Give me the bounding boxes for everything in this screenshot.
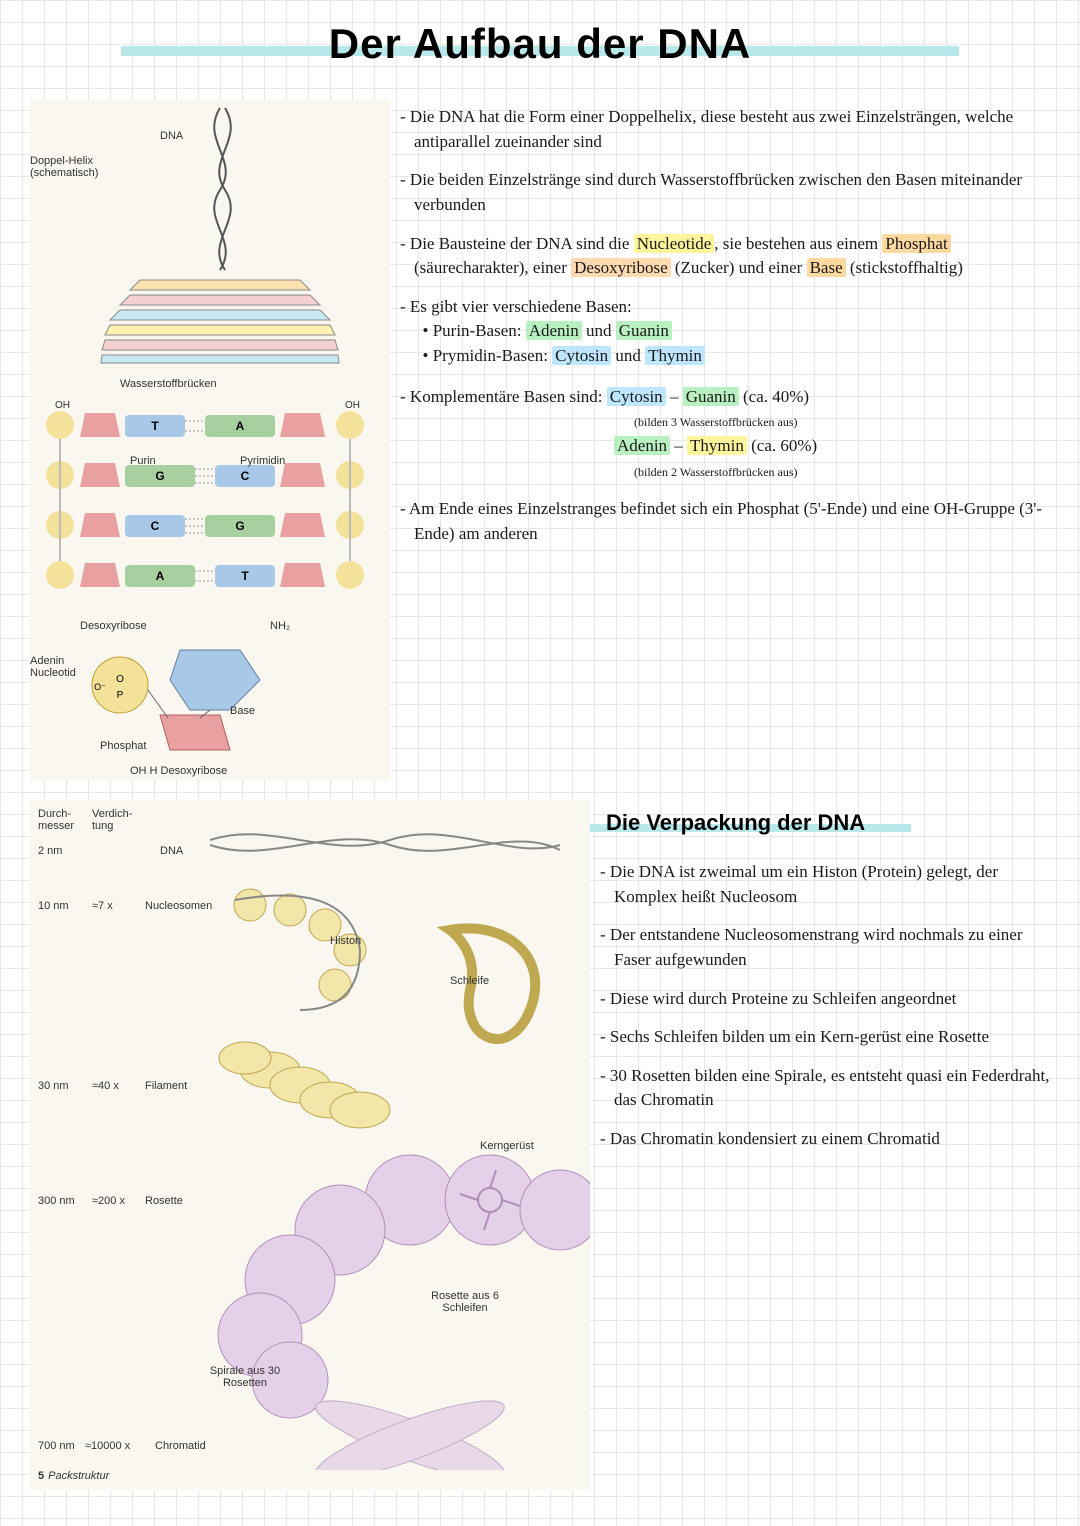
- note1-p5-sub2: (bilden 2 Wasserstoffbrücken aus): [634, 465, 798, 479]
- svg-text:T: T: [241, 569, 249, 583]
- svg-text:C: C: [241, 469, 250, 483]
- svg-text:A: A: [156, 569, 165, 583]
- figure-dna-structure: DNA Doppel-Helix (schematisch) Wassersto…: [30, 100, 390, 780]
- hl-guanin: Guanin: [616, 321, 672, 340]
- note1-p5: - Komplementäre Basen sind: Cytosin – Gu…: [400, 385, 1050, 484]
- figtitle: Packstruktur: [48, 1470, 109, 1482]
- dna-helix-schematic: [100, 100, 340, 370]
- note1-p3: - Die Bausteine der DNA sind die Nucleot…: [400, 232, 1050, 281]
- svg-text:G: G: [235, 519, 244, 533]
- label-purin: Purin: [130, 455, 156, 467]
- figure-dna-packing: Durch-messer Verdich-tung 2 nm DNA 10 nm…: [30, 800, 590, 1490]
- page-title: Der Aufbau der DNA: [0, 20, 1080, 68]
- svg-text:O: O: [116, 674, 124, 685]
- label-kerngerust: Kerngerüst: [480, 1140, 534, 1152]
- note2-p6: - Das Chromatin kondensiert zu einem Chr…: [600, 1127, 1060, 1152]
- notes-section-2: - Die DNA ist zweimal um ein Histon (Pro…: [600, 860, 1060, 1166]
- label-histon: Histon: [330, 935, 361, 947]
- title-text: Der Aufbau der DNA: [321, 20, 759, 68]
- row1-v: ≈7 x: [92, 900, 113, 912]
- row3-v: ≈200 x: [92, 1195, 125, 1207]
- label-oh-h-desoxy: OH H Desoxyribose: [130, 765, 227, 777]
- note1-p6: - Am Ende eines Einzelstranges befindet …: [400, 497, 1050, 546]
- note2-p3: - Diese wird durch Proteine zu Schleifen…: [600, 987, 1060, 1012]
- note1-p5-sub1: (bilden 3 Wasserstoffbrücken aus): [634, 415, 798, 429]
- hl-desoxy: Desoxyribose: [571, 258, 670, 277]
- note1-p1: - Die DNA hat die Form einer Doppelhelix…: [400, 105, 1050, 154]
- subtitle-text: Die Verpackung der DNA: [600, 810, 871, 836]
- label-schleife: Schleife: [450, 975, 489, 987]
- label-oh2: OH: [345, 400, 360, 411]
- hl-phosphat: Phosphat: [882, 234, 950, 253]
- row2-d: 30 nm: [38, 1080, 69, 1092]
- hl-cytosin2: Cytosin: [607, 387, 666, 406]
- label-pyrimidin: Pyrimidin: [240, 455, 285, 467]
- note2-p2: - Der entstandene Nucleosomenstrang wird…: [600, 923, 1060, 972]
- note2-p1: - Die DNA ist zweimal um ein Histon (Pro…: [600, 860, 1060, 909]
- row4-d: 700 nm: [38, 1440, 75, 1452]
- svg-text:P: P: [117, 690, 124, 701]
- fignum: 5: [38, 1470, 44, 1482]
- note2-p5: - 30 Rosetten bilden eine Spirale, es en…: [600, 1064, 1060, 1113]
- row3-d: 300 nm: [38, 1195, 75, 1207]
- row2-v: ≈40 x: [92, 1080, 119, 1092]
- row0-d: 2 nm: [38, 845, 62, 857]
- hl-adenin: Adenin: [526, 321, 582, 340]
- row1-d: 10 nm: [38, 900, 69, 912]
- hl-thymin2: Thymin: [687, 436, 747, 455]
- label-rosette-caption: Rosette aus 6 Schleifen: [420, 1290, 510, 1314]
- hl-thymin: Thymin: [645, 346, 705, 365]
- col-verdichtung: Verdich-tung: [92, 808, 142, 832]
- label-doppelhelix: Doppel-Helix (schematisch): [30, 155, 110, 179]
- hl-cytosin: Cytosin: [552, 346, 611, 365]
- note1-p4: - Es gibt vier verschiedene Basen: • Pur…: [400, 295, 1050, 369]
- col-durchmesser: Durch-messer: [38, 808, 88, 832]
- svg-text:A: A: [236, 419, 245, 433]
- label-dna: DNA: [160, 130, 183, 142]
- label-spirale-caption: Spirale aus 30 Rosetten: [200, 1365, 290, 1389]
- row4-v: ≈10000 x: [85, 1440, 130, 1452]
- hl-base: Base: [807, 258, 846, 277]
- svg-text:T: T: [151, 419, 159, 433]
- note1-p2: - Die beiden Einzelstränge sind durch Wa…: [400, 168, 1050, 217]
- notes-section-1: - Die DNA hat die Form einer Doppelhelix…: [400, 105, 1050, 561]
- basepair-ladder: T A G C C G: [30, 395, 390, 625]
- svg-text:C: C: [151, 519, 160, 533]
- hl-nucleotide: Nucleotide: [634, 234, 715, 253]
- note2-p4: - Sechs Schleifen bilden um ein Kern-ger…: [600, 1025, 1060, 1050]
- svg-text:O⁻: O⁻: [94, 682, 106, 692]
- label-wasserstoff: Wasserstoffbrücken: [120, 378, 217, 390]
- subtitle-wrap: Die Verpackung der DNA: [600, 810, 871, 836]
- figure-number: 5 Packstruktur: [38, 1466, 109, 1484]
- label-desoxyribose: Desoxyribose: [80, 620, 147, 632]
- label-adenin-nucleotid: Adenin Nucleotid: [30, 655, 90, 679]
- label-oh: OH: [55, 400, 70, 411]
- label-phosphat: Phosphat: [100, 740, 146, 752]
- svg-text:G: G: [155, 469, 164, 483]
- label-nh2: NH₂: [270, 620, 290, 632]
- hl-adenin2: Adenin: [614, 436, 670, 455]
- label-base: Base: [230, 705, 255, 717]
- hl-guanin2: Guanin: [683, 387, 739, 406]
